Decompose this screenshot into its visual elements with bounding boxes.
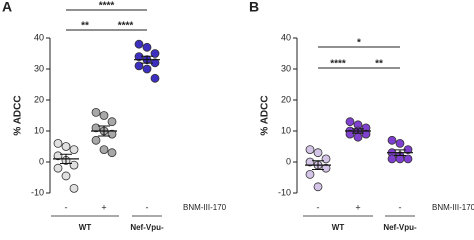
data-point (99, 145, 109, 155)
significance-label: * (357, 38, 361, 49)
x-tick-label: - (65, 202, 68, 212)
data-point (395, 154, 405, 164)
x-tick-label: - (317, 202, 320, 212)
data-point (313, 182, 323, 192)
data-point (321, 154, 331, 164)
error-bar (141, 55, 153, 64)
data-point (305, 157, 315, 167)
y-tick-label: 0 (286, 156, 291, 166)
y-tick-label: 40 (34, 32, 44, 42)
y-tick-label: -10 (31, 187, 44, 197)
data-point (345, 129, 355, 139)
group-label: WT (332, 223, 345, 232)
data-point (305, 145, 315, 155)
data-point (107, 117, 117, 127)
x-tick-label: - (146, 202, 149, 212)
row-label: BNM-III-170 (183, 203, 227, 212)
x-tick-label: + (101, 202, 106, 212)
data-point (134, 61, 144, 71)
x-tick-label: - (399, 202, 402, 212)
data-point (69, 183, 79, 193)
error-bar (312, 160, 324, 170)
significance-label: **** (118, 21, 134, 32)
y-axis-label: % ADCC (260, 95, 271, 135)
data-point (353, 132, 363, 142)
group-label: Nef-Vpu- (130, 223, 164, 232)
data-point (345, 117, 355, 127)
data-point (61, 142, 71, 151)
data-point (61, 171, 71, 181)
data-point (107, 148, 117, 158)
y-tick-label: 40 (281, 32, 291, 42)
data-point (99, 111, 109, 120)
data-point (395, 138, 405, 148)
data-point (69, 160, 79, 170)
data-point (387, 154, 397, 164)
row-label: BNM-III-170 (432, 203, 474, 212)
panel-label: A (2, 0, 12, 15)
data-point (150, 73, 160, 83)
data-point (321, 163, 331, 173)
significance-label: ** (375, 59, 383, 70)
significance-label: **** (330, 59, 346, 70)
y-tick-label: 20 (34, 94, 44, 104)
data-point (150, 49, 160, 58)
y-tick-label: 20 (281, 94, 291, 104)
y-tick-label: 30 (34, 63, 44, 73)
error-bar (98, 125, 110, 137)
data-point (53, 138, 63, 148)
data-point (91, 135, 101, 145)
group-label: Nef-Vpu- (383, 223, 417, 232)
data-point (403, 154, 413, 164)
significance-label: **** (99, 1, 115, 12)
y-tick-label: 10 (281, 125, 291, 135)
data-point (387, 135, 397, 145)
group-label: WT (79, 223, 92, 232)
data-point (142, 64, 152, 74)
error-bar (352, 128, 364, 134)
significance-label: ** (81, 21, 89, 32)
y-tick-label: 10 (34, 125, 44, 135)
data-point (134, 39, 144, 49)
data-point (142, 42, 152, 52)
data-point (53, 163, 63, 173)
x-tick-label: + (355, 202, 360, 212)
panel-label: B (249, 0, 259, 15)
y-tick-label: -10 (278, 187, 291, 197)
error-bar (60, 153, 72, 165)
error-bar (394, 149, 406, 156)
y-axis-label: % ADCC (13, 95, 24, 135)
y-tick-label: 0 (39, 156, 44, 166)
data-point (361, 129, 371, 139)
data-point (91, 108, 101, 117)
data-point (305, 169, 315, 179)
data-point (69, 145, 79, 155)
y-tick-label: 30 (281, 63, 291, 73)
data-point (313, 148, 323, 158)
